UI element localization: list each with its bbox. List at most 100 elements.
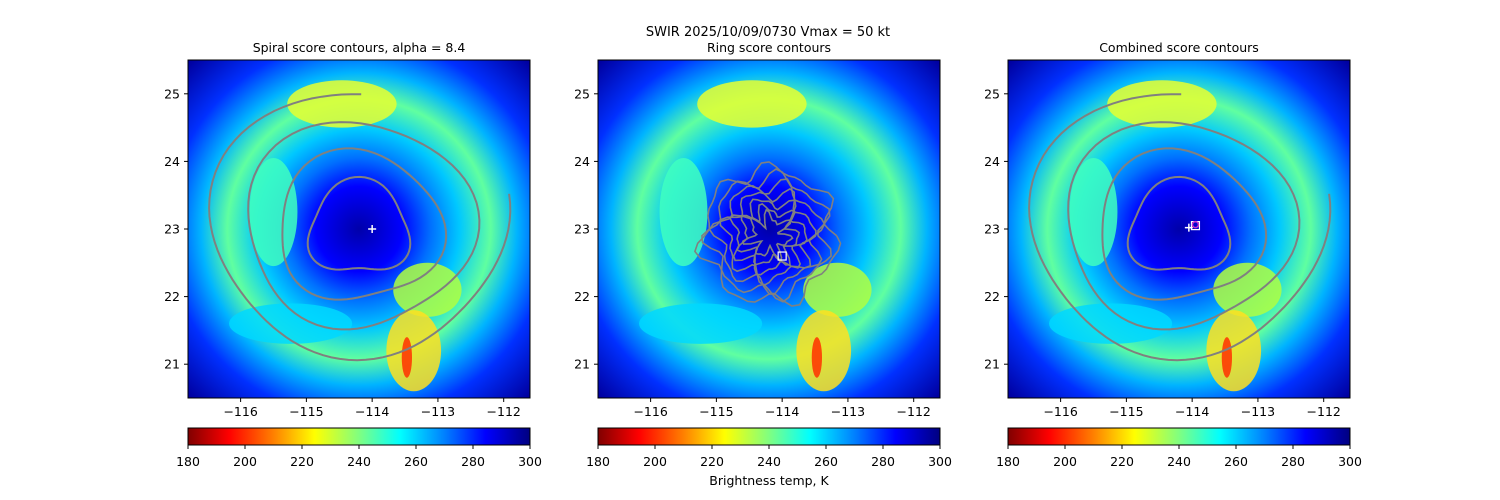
contour-line (719, 187, 817, 287)
colorbar (1007, 427, 1351, 446)
colorbar-tick-label: 240 (347, 454, 371, 469)
colorbar-tick-label: 180 (996, 454, 1020, 469)
cloud-band (803, 262, 872, 317)
colorbar-tick-label: 260 (1224, 454, 1248, 469)
colorbar-tick-label: 240 (1167, 454, 1191, 469)
score-contours (693, 161, 842, 307)
x-tick-label: −114 (1175, 404, 1209, 419)
score-contours (1028, 93, 1332, 362)
x-tick-label: −115 (289, 404, 323, 419)
y-tick-label: 24 (164, 154, 180, 169)
y-tick-label: 22 (984, 289, 1000, 304)
x-tick-label: −112 (487, 404, 521, 419)
colorbar-ticks: 180 200 220 240 260 280 300 (996, 445, 1362, 469)
colorbar-tick-label: 200 (643, 454, 667, 469)
x-axis: −116 −115 −114 −113 −112 (1043, 398, 1341, 419)
contour-line (693, 161, 842, 307)
panel-title: Ring score contours (707, 40, 831, 55)
score-contours (208, 93, 512, 362)
colorbar-ticks: 180 200 220 240 260 280 300 (176, 445, 542, 469)
y-tick-label: 23 (574, 222, 590, 237)
y-tick-label: 21 (574, 357, 590, 372)
contour-line (1126, 175, 1232, 271)
panel-spiral: Spiral score contours, alpha = 8.4 −116 −… (164, 40, 542, 469)
y-tick-label: 22 (164, 289, 180, 304)
x-tick-label: −114 (355, 404, 389, 419)
cloud-band (287, 80, 397, 128)
colorbar-tick-label: 280 (461, 454, 485, 469)
panel-title: Combined score contours (1099, 40, 1259, 55)
y-tick-label: 25 (164, 86, 180, 101)
panel-combined: Combined score contours −116 −115 −114 −113… (984, 40, 1362, 469)
cloud-band (697, 80, 807, 128)
center-marker (368, 225, 377, 233)
x-tick-label: −115 (699, 404, 733, 419)
colorbar-tick-label: 240 (757, 454, 781, 469)
y-tick-label: 24 (984, 154, 1000, 169)
colorbar-tick-label: 200 (233, 454, 257, 469)
x-tick-label: −113 (831, 404, 865, 419)
x-axis: −116 −115 −114 −113 −112 (223, 398, 521, 419)
cloud-band (796, 310, 852, 392)
colorbar (187, 427, 531, 446)
center-marker (777, 251, 787, 261)
colorbar-tick-label: 200 (1053, 454, 1077, 469)
cloud-band (811, 337, 823, 378)
y-tick-label: 22 (574, 289, 590, 304)
brightness-image (188, 60, 530, 398)
colorbar-ticks: 180 200 220 240 260 280 300 (586, 445, 952, 469)
colorbar-tick-label: 260 (404, 454, 428, 469)
y-tick-label: 25 (574, 86, 590, 101)
y-axis: 21 22 23 24 25 (164, 86, 188, 372)
x-tick-label: −112 (897, 404, 931, 419)
contour-line (208, 93, 512, 362)
x-tick-label: −113 (1241, 404, 1275, 419)
x-tick-label: −116 (1043, 404, 1077, 419)
cloud-band (1221, 337, 1233, 378)
x-tick-label: −116 (633, 404, 667, 419)
panel-title: Spiral score contours, alpha = 8.4 (253, 40, 466, 55)
figure-suptitle: SWIR 2025/10/09/0730 Vmax = 50 kt (646, 25, 890, 40)
colorbar-tick-label: 300 (1338, 454, 1362, 469)
contour-line (306, 175, 412, 271)
cloud-band (1206, 310, 1262, 392)
y-tick-label: 25 (984, 86, 1000, 101)
contour-line (708, 178, 826, 295)
cloud-band (639, 303, 763, 344)
contour-line (701, 168, 832, 303)
colorbar-tick-label: 180 (586, 454, 610, 469)
center-square (777, 251, 787, 261)
brightness-image (598, 60, 940, 398)
colorbar-tick-label: 280 (871, 454, 895, 469)
cloud-band (249, 158, 298, 267)
y-axis: 21 22 23 24 25 (574, 86, 598, 372)
contour-line (729, 198, 808, 276)
x-tick-label: −116 (223, 404, 257, 419)
x-tick-label: −114 (765, 404, 799, 419)
panel-ring: Ring score contours −116 −115 −114 −113 −112… (574, 40, 952, 488)
cloud-band (1107, 80, 1217, 128)
colorbar-tick-label: 220 (1110, 454, 1134, 469)
colorbar-tick-label: 180 (176, 454, 200, 469)
center-circle (1191, 220, 1200, 229)
y-axis: 21 22 23 24 25 (984, 86, 1008, 372)
cloud-band (393, 262, 462, 317)
y-tick-label: 21 (164, 357, 180, 372)
center-marker (1184, 220, 1201, 232)
y-tick-label: 23 (164, 222, 180, 237)
cloud-band (1069, 158, 1118, 267)
contour-line (741, 208, 794, 263)
cloud-band (386, 310, 442, 392)
colorbar-tick-label: 300 (928, 454, 952, 469)
x-tick-label: −115 (1109, 404, 1143, 419)
cloud-band (401, 337, 413, 378)
contour-line (735, 202, 800, 266)
x-tick-label: −112 (1307, 404, 1341, 419)
colorbar-label: Brightness temp, K (709, 473, 829, 488)
contour-line (1101, 147, 1268, 301)
colorbar-tick-label: 300 (518, 454, 542, 469)
x-axis: −116 −115 −114 −113 −112 (633, 398, 931, 419)
y-tick-label: 21 (984, 357, 1000, 372)
cloud-band (659, 158, 708, 267)
